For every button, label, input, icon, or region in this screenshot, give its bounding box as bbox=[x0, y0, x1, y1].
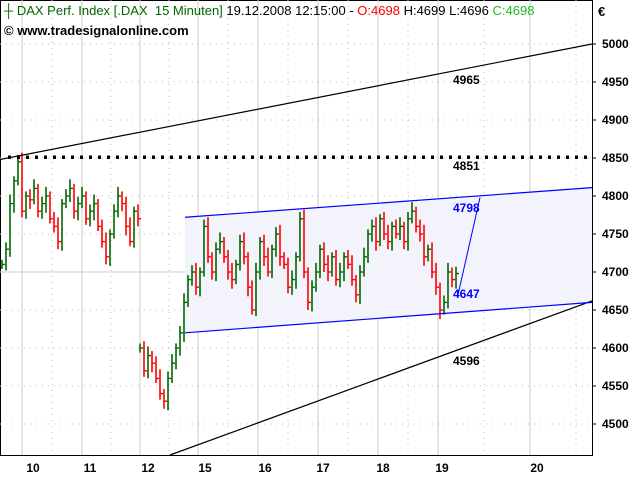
y-tick-label: 4950 bbox=[602, 75, 629, 89]
chart-header: ┼ DAX Perf. Index [.DAX 15 Minuten] 19.1… bbox=[4, 3, 534, 18]
y-tick-label: 4550 bbox=[602, 379, 629, 393]
channel-upper-line bbox=[184, 187, 593, 218]
y-tick-label: 4700 bbox=[602, 265, 629, 279]
x-tick-label: 20 bbox=[530, 461, 544, 475]
level-label: 4647 bbox=[453, 287, 480, 301]
upper-trend-line bbox=[0, 43, 593, 161]
x-tick-label: 17 bbox=[316, 461, 330, 475]
source-credit: © www.tradesignalonline.com bbox=[4, 23, 189, 38]
close-value: C:4698 bbox=[492, 3, 535, 18]
channel-fill bbox=[185, 187, 592, 333]
y-tick-label: 4750 bbox=[602, 227, 629, 241]
high-value: H:4699 bbox=[403, 3, 446, 18]
channel-lower-line bbox=[184, 301, 593, 334]
x-tick-label: 10 bbox=[26, 461, 40, 475]
level-label: 4965 bbox=[453, 73, 480, 87]
interval: 15 Minuten] bbox=[154, 3, 223, 18]
x-tick-label: 15 bbox=[198, 461, 212, 475]
y-tick-label: 4500 bbox=[602, 417, 629, 431]
y-tick-label: 4800 bbox=[602, 189, 629, 203]
low-value: L:4696 bbox=[449, 3, 489, 18]
level-label: 4798 bbox=[453, 201, 480, 215]
x-tick-label: 18 bbox=[376, 461, 390, 475]
level-label: 4851 bbox=[453, 159, 480, 173]
x-tick-label: 19 bbox=[435, 461, 449, 475]
currency-label: € bbox=[598, 4, 606, 19]
open-value: O:4698 bbox=[357, 3, 400, 18]
datetime: 19.12.2008 12:15:00 bbox=[226, 3, 346, 18]
projection-line bbox=[457, 197, 481, 295]
lower-trend-line bbox=[169, 300, 593, 456]
symbol-icon: ┼ bbox=[4, 3, 14, 18]
y-tick-label: 4600 bbox=[602, 341, 629, 355]
x-tick-label: 12 bbox=[141, 461, 155, 475]
y-tick-label: 5000 bbox=[602, 37, 629, 51]
symbol-name: DAX Perf. Index [.DAX bbox=[16, 3, 148, 18]
y-tick-label: 4900 bbox=[602, 113, 629, 127]
y-tick-label: 4650 bbox=[602, 303, 629, 317]
x-tick-label: 11 bbox=[84, 461, 97, 475]
y-tick-label: 4850 bbox=[602, 151, 629, 165]
separator: - bbox=[349, 3, 354, 18]
x-tick-label: 16 bbox=[258, 461, 272, 475]
level-label: 4596 bbox=[453, 354, 480, 368]
